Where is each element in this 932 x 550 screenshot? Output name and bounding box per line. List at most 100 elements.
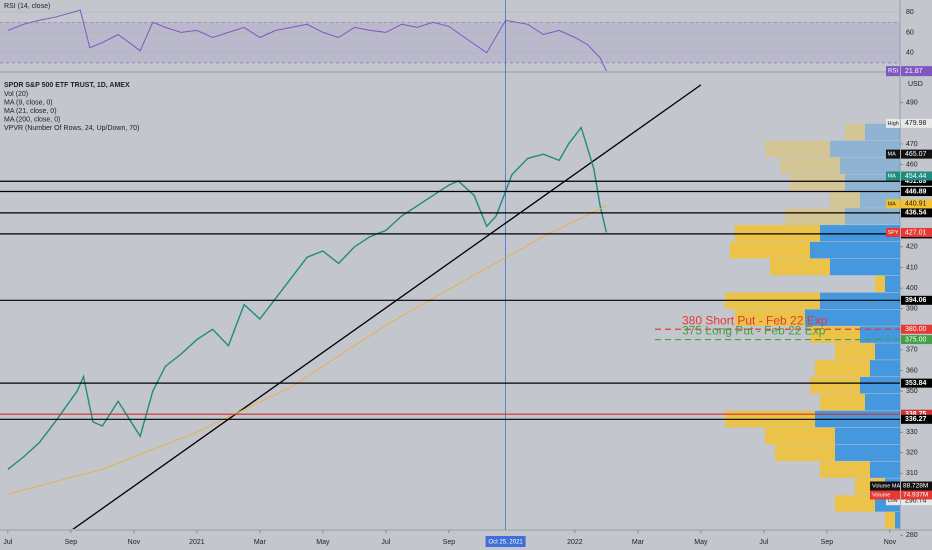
- x-tick-label: Mar: [632, 539, 645, 546]
- profile-up: [830, 191, 860, 208]
- profile-up: [815, 360, 870, 377]
- crosshair-badge: [485, 536, 526, 547]
- badge-tag-label: High: [888, 121, 899, 127]
- profile-up: [820, 393, 865, 411]
- level-label: 436.54: [905, 210, 927, 217]
- volume-badge-value: 74.937M: [903, 492, 928, 499]
- profile-up: [835, 495, 875, 512]
- profile-down: [885, 275, 900, 293]
- badge-tag-label: MA: [888, 152, 897, 158]
- legend-entry: MA (21, close, 0): [4, 108, 57, 115]
- profile-down: [810, 241, 900, 259]
- profile-down: [870, 461, 900, 478]
- profile-down: [820, 225, 900, 242]
- x-tick-label: Sep: [821, 539, 834, 546]
- y-tick-label: 320: [906, 450, 918, 457]
- x-tick-label: Sep: [65, 539, 78, 546]
- profile-up: [735, 225, 820, 242]
- profile-down: [805, 309, 900, 326]
- profile-up: [810, 326, 860, 343]
- rsi-line: [7, 9, 607, 71]
- badge-value-bg: [901, 171, 932, 181]
- x-tick-label: Jul: [3, 539, 12, 546]
- profile-down: [870, 360, 900, 377]
- legend-entry: Vol (20): [4, 91, 28, 98]
- profile-up: [875, 275, 885, 293]
- badge-value-bg: [901, 118, 932, 128]
- y-tick-label: 360: [906, 367, 918, 374]
- badge-tag: [886, 118, 900, 128]
- profile-up: [820, 461, 870, 478]
- rsi-title: RSI (14, close): [4, 3, 50, 10]
- volume-badge-tag: [870, 490, 900, 500]
- badge-value: 296.74: [905, 498, 927, 505]
- rsi-band: [0, 22, 900, 63]
- level-badge: [901, 378, 932, 388]
- badge-value-bg: [901, 227, 932, 237]
- profile-up: [785, 208, 845, 225]
- volume-badge-value-bg: [901, 490, 932, 500]
- profile-up: [790, 174, 845, 191]
- rsi-tick-label: 80: [906, 9, 914, 16]
- badge-tag: [886, 171, 900, 181]
- badge-value: 440.91: [905, 201, 927, 208]
- rsi-tick-label: 40: [906, 50, 914, 57]
- y-tick-label: 470: [906, 141, 918, 148]
- x-tick-label: 2021: [189, 539, 205, 546]
- trendline: [72, 84, 702, 529]
- legend-entry: MA (200, close, 0): [4, 116, 60, 123]
- profile-down: [895, 512, 900, 529]
- profile-down: [875, 343, 900, 360]
- x-tick-label: Nov: [884, 539, 897, 546]
- x-tick-label: Sep: [443, 539, 456, 546]
- x-tick-label: Nov: [128, 539, 141, 546]
- y-tick-label: 390: [906, 306, 918, 313]
- badge-value: 454.44: [905, 173, 927, 180]
- chart-title: SPDR S&P 500 ETF TRUST, 1D, AMEX: [4, 82, 130, 89]
- badge-tag: [886, 496, 900, 506]
- crosshair-label: Oct 25, 2021: [488, 540, 523, 546]
- y-tick-label: 400: [906, 285, 918, 292]
- level-label: 446.89: [905, 188, 927, 195]
- currency: USD: [908, 81, 923, 88]
- profile-up: [730, 241, 810, 259]
- rsi-tick-label: 60: [906, 29, 914, 36]
- x-tick-label: 2022: [567, 539, 583, 546]
- price-line: [7, 205, 607, 495]
- profile-up: [810, 377, 860, 394]
- profile-up: [845, 123, 865, 141]
- volume-badge-label: Volume MA: [872, 483, 900, 489]
- level-badge: [901, 414, 932, 424]
- y-tick-label: 370: [906, 347, 918, 354]
- y-tick-label: 490: [906, 100, 918, 107]
- level-label: 338.75: [905, 411, 927, 418]
- volume-badge-value-bg: [901, 481, 932, 491]
- put-label: 375 Long Put - Feb 22 Exp: [682, 324, 826, 338]
- profile-down: [860, 326, 900, 343]
- y-tick-label: 280: [906, 532, 918, 539]
- profile-up: [770, 258, 830, 276]
- level-badge: [901, 409, 932, 419]
- rsi-badge: [886, 66, 900, 77]
- put-label: 380 Short Put - Feb 22 Exp: [682, 313, 828, 327]
- profile-up: [835, 343, 875, 360]
- volume-badge-tag: [870, 481, 900, 491]
- volume-badge-value: 88.728M: [903, 483, 928, 490]
- badge-tag-label: Low: [888, 498, 898, 504]
- profile-down: [830, 140, 900, 158]
- profile-down: [845, 208, 900, 225]
- x-tick-label: Jul: [381, 539, 390, 546]
- profile-down: [865, 393, 900, 411]
- put-badge-label: 380.00: [905, 326, 927, 333]
- y-tick-label: 420: [906, 244, 918, 251]
- rsi-badge-value-bg: [901, 66, 932, 77]
- x-tick-label: Jul: [759, 539, 768, 546]
- level-label: 451.89: [905, 178, 927, 185]
- put-badge: [901, 324, 932, 334]
- badge-value-bg: [901, 199, 932, 209]
- badge-tag-label: SPY: [888, 230, 899, 236]
- badge-value: 465.07: [905, 151, 927, 158]
- badge-tag-label: MA: [888, 201, 897, 207]
- profile-up: [885, 512, 895, 529]
